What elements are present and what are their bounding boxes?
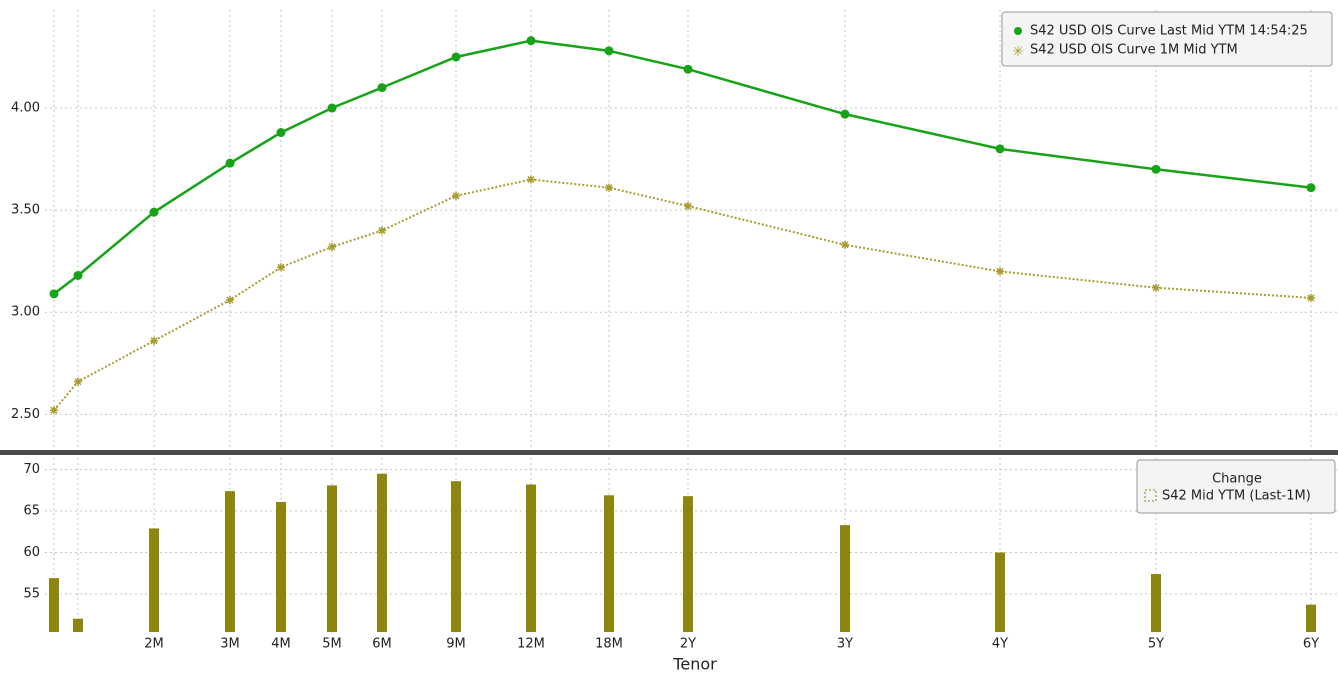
y-tick-label: 70: [23, 462, 40, 477]
bar: [276, 501, 286, 632]
point-marker: [996, 267, 1004, 276]
legend-marker: [1144, 489, 1157, 502]
legend-box: [1001, 11, 1333, 67]
bar: [995, 552, 1005, 632]
legend-marker: ✳: [1012, 44, 1024, 60]
y-tick-label: 3.00: [11, 305, 40, 320]
point-marker: [225, 158, 235, 168]
point-marker: [526, 36, 536, 46]
x-tick-label: 2M: [144, 637, 164, 652]
point-marker: [1151, 164, 1161, 174]
legend: S42 USD OIS Curve Last Mid YTM 14:54:25 ✳…: [1001, 11, 1333, 67]
bar: [526, 484, 536, 632]
legend-title: Change: [1212, 472, 1262, 487]
x-tick-label: 2Y: [680, 637, 696, 652]
bar: [225, 491, 235, 632]
point-marker: [149, 207, 159, 217]
bar: [1151, 574, 1161, 632]
y-tick-label: 60: [23, 545, 40, 560]
bar: [149, 528, 159, 632]
point-marker: [377, 83, 387, 93]
bar: [73, 618, 83, 632]
x-tick-label: 12M: [517, 637, 545, 652]
series-line: [53, 39, 1312, 295]
point-marker: [451, 52, 461, 62]
point-marker: [684, 202, 692, 211]
x-tick-label: 5M: [322, 637, 342, 652]
x-tick-label: 18M: [595, 637, 623, 652]
point-marker: [995, 144, 1005, 154]
bar: [1306, 604, 1316, 632]
point-marker: [452, 191, 460, 200]
point-marker: [841, 240, 849, 249]
legend-marker: [1014, 27, 1022, 35]
bar: [377, 473, 387, 632]
point-marker: [327, 103, 337, 113]
bar: [683, 496, 693, 632]
y-tick-label: 2.50: [11, 407, 40, 422]
point-marker: [683, 64, 693, 74]
point-marker: [74, 377, 82, 386]
legend-box: [1136, 459, 1336, 514]
point-marker: [150, 336, 158, 345]
y-tick-label: 65: [23, 504, 40, 519]
point-marker: [276, 128, 286, 138]
bar: [604, 495, 614, 632]
point-marker: [605, 183, 613, 192]
point-marker: [378, 226, 386, 235]
x-tick-label: 4Y: [992, 637, 1008, 652]
y-tick-label: 4.00: [11, 101, 40, 116]
x-tick-label: 5Y: [1148, 637, 1164, 652]
x-axis-title: Tenor: [672, 655, 717, 674]
point-marker: [50, 406, 58, 415]
x-tick-label: 6Y: [1303, 637, 1319, 652]
point-marker: [1152, 283, 1160, 292]
point-marker: [1306, 183, 1316, 193]
point-marker: [840, 109, 850, 119]
panel-divider: [0, 450, 1338, 455]
point-marker: [1307, 293, 1315, 302]
x-tick-label: 3Y: [837, 637, 853, 652]
point-marker: [226, 295, 234, 304]
point-marker: [604, 46, 614, 56]
x-tick-label: 4M: [271, 637, 291, 652]
series-line: [53, 178, 1312, 411]
x-tick-label: 3M: [220, 637, 240, 652]
point-marker: [328, 242, 336, 251]
legend-label: S42 USD OIS Curve 1M Mid YTM: [1030, 43, 1238, 58]
x-tick-label: 9M: [446, 637, 466, 652]
bar: [327, 485, 337, 632]
point-marker: [277, 263, 285, 272]
x-tick-label: 6M: [372, 637, 392, 652]
bar: [840, 525, 850, 632]
y-tick-label: 3.50: [11, 203, 40, 218]
y-tick-label: 55: [23, 586, 40, 601]
point-marker: [49, 289, 59, 299]
point-marker: [527, 175, 535, 184]
legend-label: S42 Mid YTM (Last-1M): [1162, 489, 1311, 504]
point-marker: [73, 270, 83, 280]
bar: [451, 481, 461, 632]
legend: Change S42 Mid YTM (Last-1M): [1136, 459, 1336, 514]
legend-label: S42 USD OIS Curve Last Mid YTM 14:54:25: [1030, 24, 1308, 39]
bar: [49, 578, 59, 632]
